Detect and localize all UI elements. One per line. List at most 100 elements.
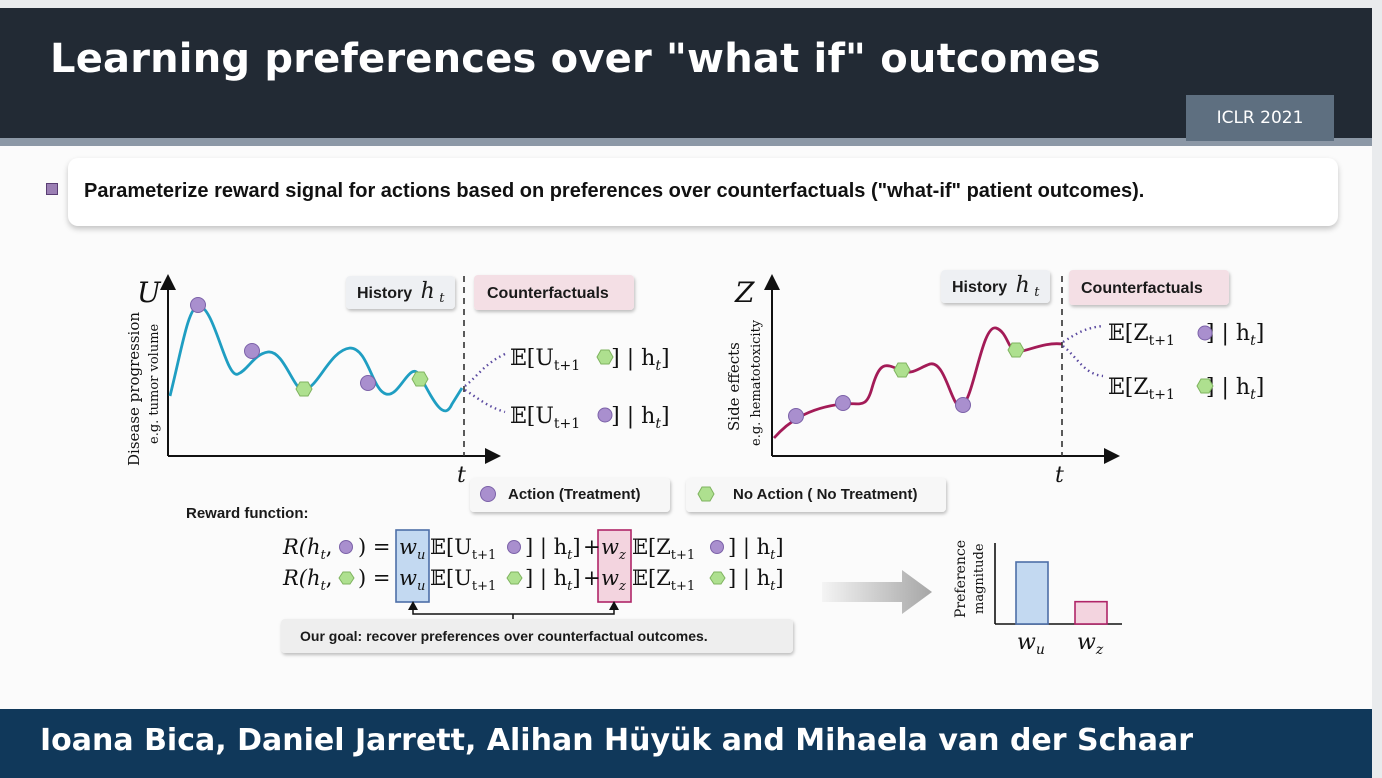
slide: Learning preferences over "what if" outc… [0,8,1372,778]
expect-upper-b: t+1 [1149,333,1175,349]
expect-lower-e: ] [661,404,670,429]
no-treatment-marker [709,571,726,585]
bracket-close: ] | h [728,535,770,560]
term1-a: 𝔼[U [430,566,472,590]
expect-upper-e: ] [1256,321,1265,346]
reward-row-no-treatment: R(ht, ) = wu 𝔼[Ut+1 ] | ht] + wz 𝔼[Zt+1 … [282,566,784,595]
treatment-marker [597,407,613,423]
author-list: Ioana Bica, Daniel Jarrett, Alihan Hüyük… [40,723,1194,758]
treatment-marker [244,343,260,359]
expect-upper-d: t [1250,333,1256,349]
right-history-label: History [952,279,1007,296]
bullet-box [68,158,1338,226]
pref-bar-w-u [1015,561,1049,625]
expect-lower-c: ] | h [1206,375,1250,400]
no-treatment-marker [411,371,429,387]
no-treatment-marker [1007,342,1025,358]
legend-no-treatment-label: No Action ( No Treatment) [733,486,917,503]
right-counterfactual-lower [1062,345,1104,378]
left-x-symbol: t [457,463,466,488]
term1-b: t+1 [472,548,496,563]
left-history-label: History [357,285,412,302]
right-history-text: History h t [952,273,1040,300]
legend-treatment-box [470,478,670,512]
bracket-end: ] [572,566,580,590]
expect-lower-b: t+1 [1149,387,1175,403]
left-y-label-2: e.g. tumor volume [147,323,162,444]
pref-cat-w-z: wz [1077,630,1104,658]
term2-a: 𝔼[Z [632,535,671,559]
treatment-marker [788,408,804,424]
w-u-sub: u [417,579,425,594]
bracket-sub: t [567,579,573,594]
goal-box [281,619,793,653]
bullet-text: Parameterize reward signal for actions b… [84,180,1145,202]
right-counterfactual-tag [1069,270,1229,305]
goal-text: Our goal: recover preferences over count… [300,628,708,644]
lhs-a: R(h [282,535,321,559]
left-expectation-lower-text: 𝔼[Ut+1 ] | ht] [510,404,670,434]
no-treatment-marker [1196,378,1214,394]
expect-upper-d: t [655,358,661,374]
term1-a: 𝔼[U [430,535,472,559]
term1-b: t+1 [472,579,496,594]
w-z-pointer-icon [609,601,619,610]
right-history-sub: t [1034,285,1040,300]
no-treatment-marker [596,349,614,365]
left-plot: U Disease progression e.g. tumor volume … [125,274,670,488]
left-counterfactual-upper [464,352,506,387]
expect-lower-b: t+1 [554,416,580,432]
term2-b: t+1 [671,579,695,594]
bullet-square-icon [46,183,58,195]
reward-function: Reward function: R(ht, ) = wu 𝔼[Ut+1 ] |… [186,505,793,653]
expect-lower-d: t [1250,387,1256,403]
right-curve [772,326,1063,439]
treatment-marker [955,397,971,413]
legend-no-treatment-box [686,478,946,512]
pref-cat-w-u-main: w [1017,630,1036,655]
right-x-symbol: t [1055,463,1064,488]
diagram: U Disease progression e.g. tumor volume … [125,270,1265,658]
left-history-sub: t [439,291,445,306]
bracket-close: ] | h [728,566,770,591]
pref-bars [1015,561,1108,625]
no-treatment-marker [295,381,313,397]
lhs-c: , [326,566,333,590]
treatment-marker [190,297,206,313]
bracket-close: ] | h [525,535,567,560]
lhs-a: R(h [282,566,321,590]
bracket-sub: t [770,579,776,594]
lhs-d: ) = [358,535,390,559]
pref-y-label-1: Preference [953,540,969,618]
left-y-label-1: Disease progression [125,312,143,466]
treatment-marker [710,540,724,554]
expect-upper-b: t+1 [554,358,580,374]
w-z-sub: z [618,548,626,563]
left-counterfactual-tag [474,275,634,310]
expect-upper-a: 𝔼[U [510,346,554,371]
w-z: w [601,566,619,590]
treatment-marker [360,375,376,391]
reward-label: Reward function: [186,505,309,522]
w-u: w [399,535,417,559]
left-expectation-upper: 𝔼[Ut+1 ] | ht] [510,346,670,374]
w-z-sub: z [618,579,626,594]
right-history-var: h [1016,273,1030,298]
treatment-marker [1197,325,1213,341]
expect-lower-d: t [655,416,661,432]
lhs-c: , [326,535,333,559]
plus: + [583,535,601,559]
lhs-b: t [321,548,327,563]
plus: + [583,566,601,590]
w-z-highlight [597,529,632,603]
bracket-end: ] [775,566,783,590]
w-u: w [399,566,417,590]
venue-badge: ICLR 2021 [1186,95,1334,141]
left-y-symbol: U [137,276,162,309]
expect-lower-c: ] | h [611,404,655,429]
w-z: w [601,535,619,559]
title-bar-accent [0,138,1372,146]
right-expectation-lower-text: 𝔼[Zt+1 ] | ht] [1108,375,1264,405]
w-u-sub: u [417,548,425,563]
right-y-symbol: Z [734,276,755,309]
